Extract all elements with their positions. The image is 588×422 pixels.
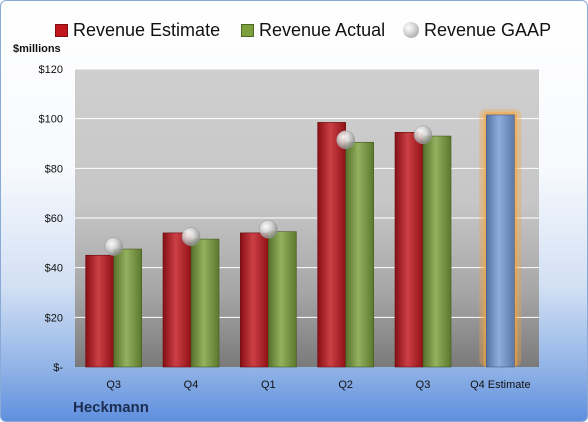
forecast-bar (486, 114, 515, 368)
chart-legend: Revenue Estimate Revenue Actual Revenue GA… (1, 17, 587, 43)
x-tick-label: Q3 (106, 379, 121, 391)
legend-swatch (241, 23, 254, 37)
legend-item: Revenue Estimate (55, 17, 220, 43)
x-tick-label: Q2 (338, 379, 353, 391)
y-tick-label: $80 (45, 163, 63, 175)
actual-bar (345, 141, 374, 368)
estimate-bar (317, 122, 346, 368)
y-tick-label: $40 (45, 263, 63, 275)
legend-item: Revenue GAAP (403, 17, 551, 43)
y-tick-label: $60 (45, 213, 63, 225)
company-name: Heckmann (73, 399, 149, 416)
actual-bar (422, 135, 452, 368)
actual-bar (268, 231, 297, 368)
y-tick-label: $20 (45, 312, 63, 324)
legend-label: Revenue Actual (259, 19, 386, 40)
gaap-marker (181, 227, 201, 246)
x-tick-label: Q4 Estimate (470, 379, 531, 391)
legend-label: Revenue GAAP (424, 19, 552, 40)
y-tick-label: $100 (39, 114, 63, 126)
y-tick-label: $120 (39, 64, 63, 76)
y-tick-label: $- (53, 362, 63, 374)
estimate-bar (394, 132, 424, 368)
x-tick-label: Q3 (416, 379, 431, 391)
legend-item: Revenue Actual (241, 17, 385, 43)
legend-swatch (55, 23, 68, 37)
legend-swatch (403, 22, 419, 38)
y-axis-unit-label: $millions (13, 43, 61, 55)
legend-label: Revenue Estimate (73, 19, 221, 40)
gaap-marker (336, 130, 355, 150)
actual-bar (113, 248, 142, 368)
estimate-bar (240, 232, 269, 368)
estimate-bar (85, 254, 114, 368)
gaap-marker (104, 237, 123, 256)
gaap-marker (413, 125, 433, 145)
gaap-marker (259, 219, 278, 239)
estimate-bar (162, 232, 192, 368)
x-tick-label: Q4 (184, 379, 199, 391)
x-tick-label: Q1 (261, 379, 276, 391)
actual-bar (190, 238, 220, 368)
